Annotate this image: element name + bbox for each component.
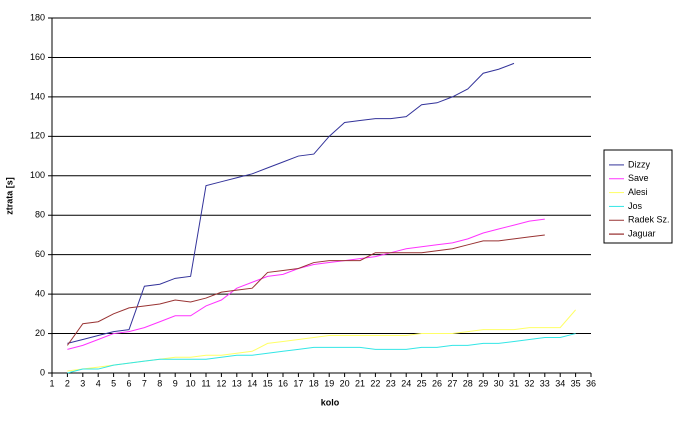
x-tick-label: 21 — [355, 378, 365, 388]
x-tick-label: 26 — [432, 378, 442, 388]
x-tick-label: 5 — [111, 378, 116, 388]
y-axis-title: ztrata [s] — [4, 177, 14, 215]
x-tick-label: 30 — [494, 378, 504, 388]
series-line — [67, 309, 576, 372]
x-tick-label: 31 — [509, 378, 519, 388]
y-tick-label: 80 — [35, 210, 45, 220]
x-tick-label: 36 — [586, 378, 596, 388]
x-tick-label: 34 — [555, 378, 565, 388]
x-tick-label: 3 — [80, 378, 85, 388]
x-tick-label: 9 — [173, 378, 178, 388]
x-tick-label: 22 — [370, 378, 380, 388]
x-tick-label: 1 — [49, 378, 54, 388]
y-tick-label: 40 — [35, 288, 45, 298]
x-tick-label: 16 — [278, 378, 288, 388]
x-tick-label: 23 — [386, 378, 396, 388]
x-tick-label: 25 — [417, 378, 427, 388]
x-tick-label: 8 — [157, 378, 162, 388]
x-tick-label: 13 — [232, 378, 242, 388]
legend-label: Dizzy — [628, 159, 650, 169]
x-tick-label: 6 — [126, 378, 131, 388]
x-tick-label: 33 — [540, 378, 550, 388]
x-tick-label: 19 — [324, 378, 334, 388]
x-tick-label: 12 — [216, 378, 226, 388]
x-tick-label: 4 — [96, 378, 101, 388]
x-tick-label: 7 — [142, 378, 147, 388]
x-tick-label: 14 — [247, 378, 257, 388]
x-tick-label: 20 — [340, 378, 350, 388]
y-tick-label: 140 — [30, 91, 45, 101]
x-tick-label: 18 — [309, 378, 319, 388]
series-line — [67, 218, 545, 350]
series-line — [67, 333, 576, 374]
y-tick-label: 20 — [35, 328, 45, 338]
legend-label: Jaguar — [628, 228, 656, 238]
legend-label: Alesi — [628, 187, 648, 197]
x-tick-label: 29 — [478, 378, 488, 388]
x-tick-label: 32 — [524, 378, 534, 388]
legend-label: Radek Sz. — [628, 215, 670, 225]
x-axis-title: kolo — [321, 397, 340, 407]
x-tick-label: 24 — [401, 378, 411, 388]
x-tick-label: 11 — [201, 378, 210, 388]
legend-label: Save — [628, 173, 649, 183]
series-line — [66, 234, 545, 346]
x-tick-label: 28 — [463, 378, 473, 388]
y-tick-label: 160 — [30, 52, 45, 62]
legend-label: Jos — [628, 201, 643, 211]
x-tick-label: 17 — [293, 378, 303, 388]
y-tick-label: 100 — [30, 170, 45, 180]
y-tick-label: 120 — [30, 131, 45, 141]
x-tick-label: 27 — [447, 378, 457, 388]
y-tick-label: 60 — [35, 249, 45, 259]
series-line — [67, 62, 515, 344]
x-tick-label: 2 — [65, 378, 70, 388]
x-tick-label: 15 — [263, 378, 273, 388]
y-tick-label: 0 — [40, 367, 45, 377]
legend-box — [603, 149, 673, 244]
y-tick-label: 180 — [30, 12, 45, 22]
x-tick-label: 35 — [571, 378, 581, 388]
x-tick-label: 10 — [186, 378, 196, 388]
